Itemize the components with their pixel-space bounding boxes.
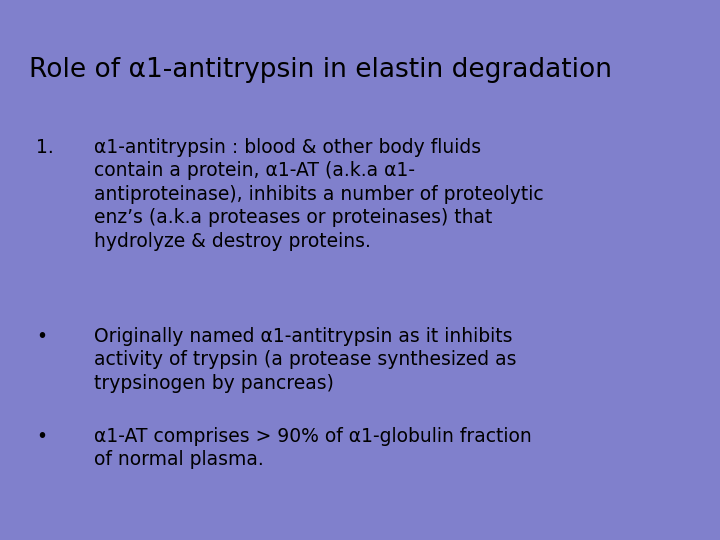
Text: Originally named α1-antitrypsin as it inhibits
activity of trypsin (a protease s: Originally named α1-antitrypsin as it in…	[94, 327, 516, 393]
Text: Role of α1-antitrypsin in elastin degradation: Role of α1-antitrypsin in elastin degrad…	[29, 57, 612, 83]
Text: •: •	[36, 427, 47, 446]
Text: •: •	[36, 327, 47, 346]
Text: 1.: 1.	[36, 138, 54, 157]
Text: α1-antitrypsin : blood & other body fluids
contain a protein, α1-AT (a.k.a α1-
a: α1-antitrypsin : blood & other body flui…	[94, 138, 543, 251]
Text: α1-AT comprises > 90% of α1-globulin fraction
of normal plasma.: α1-AT comprises > 90% of α1-globulin fra…	[94, 427, 531, 469]
